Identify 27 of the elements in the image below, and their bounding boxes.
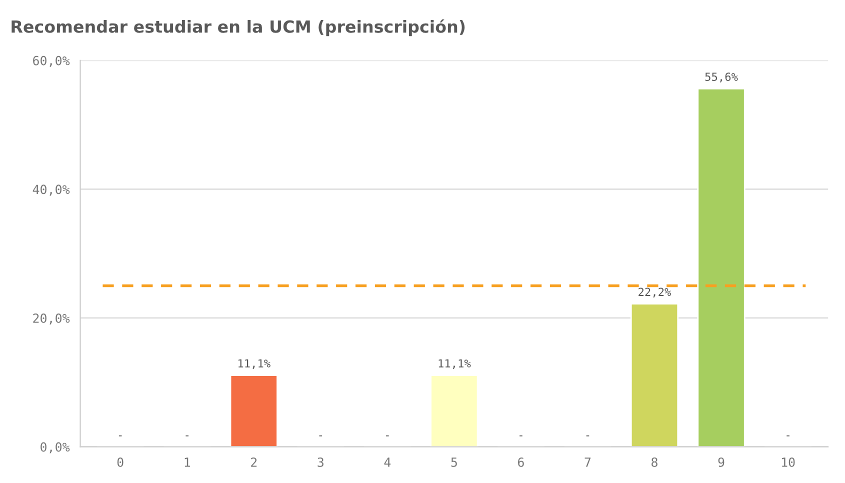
y-tick-label: 20,0% — [33, 313, 70, 325]
data-label: - — [520, 435, 522, 436]
y-tick-label: 0,0% — [40, 442, 70, 454]
data-label: 55,6% — [705, 72, 738, 82]
data-label: 22,2% — [638, 288, 672, 298]
data-label: - — [118, 435, 122, 436]
data-label: - — [586, 435, 590, 436]
y-tick-label: 40,0% — [32, 184, 70, 196]
x-tick-label: 4 — [384, 458, 391, 467]
x-tick-label: 8 — [652, 457, 658, 467]
x-tick-label: 9 — [718, 457, 724, 467]
data-label: - — [386, 435, 389, 436]
y-tick-label: 60,0% — [33, 56, 70, 67]
x-tick-label: 0 — [117, 457, 124, 467]
data-label: - — [786, 435, 790, 436]
data-label: 11,1% — [438, 359, 471, 369]
data-label: - — [186, 435, 189, 436]
x-tick-label: 5 — [451, 458, 457, 467]
x-tick-label: 2 — [251, 457, 257, 467]
data-label: 11,1% — [238, 359, 270, 369]
x-tick-label: 10 — [782, 457, 795, 467]
chart-title: Recomendar estudiar en la UCM (preinscripción) — [12, 19, 465, 36]
x-tick-label: 3 — [318, 457, 324, 467]
data-label: - — [319, 435, 322, 436]
x-tick-label: 6 — [518, 457, 524, 467]
x-tick-label: 1 — [184, 458, 190, 467]
x-tick-label: 7 — [584, 458, 591, 467]
